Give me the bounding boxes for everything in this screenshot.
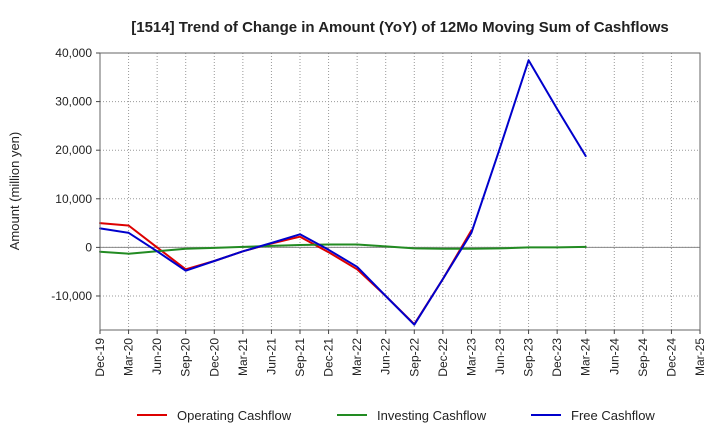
y-tick-label: 0	[85, 240, 92, 254]
y-tick-label: -10,000	[51, 289, 92, 303]
x-tick-label: Mar-25	[693, 338, 707, 376]
x-tick-label: Dec-19	[93, 338, 107, 377]
x-tick-label: Jun-22	[379, 338, 393, 375]
x-tick-label: Mar-24	[579, 338, 593, 376]
x-tick-label: Dec-21	[322, 338, 336, 377]
x-tick-label: Mar-21	[236, 338, 250, 376]
x-tick-label: Dec-20	[207, 338, 221, 377]
x-tick-label: Jun-23	[493, 338, 507, 375]
x-tick-label: Jun-24	[607, 338, 621, 375]
x-tick-label: Mar-22	[350, 338, 364, 376]
y-tick-label: 20,000	[55, 143, 92, 157]
chart-title: [1514] Trend of Change in Amount (YoY) o…	[131, 19, 669, 36]
x-tick-label: Mar-23	[464, 338, 478, 376]
plot-area	[100, 53, 700, 330]
x-tick-label: Sep-21	[293, 338, 307, 377]
x-tick-label: Sep-22	[407, 338, 421, 377]
series-layer	[99, 59, 587, 326]
x-tick-label: Sep-24	[636, 338, 650, 377]
x-tick-label: Jun-20	[150, 338, 164, 375]
x-tick-label: Sep-20	[179, 338, 193, 377]
x-tick-label: Mar-20	[122, 338, 136, 376]
y-tick-label: 10,000	[55, 192, 92, 206]
x-tick-label: Dec-24	[664, 338, 678, 377]
x-tick-label: Dec-22	[436, 338, 450, 377]
y-axis-label: Amount (million yen)	[7, 132, 22, 251]
plot-frame	[99, 52, 701, 331]
legend-label-investing-cashflow: Investing Cashflow	[377, 408, 487, 423]
y-tick-label: 30,000	[55, 95, 92, 109]
series-line-free-cashflow	[99, 59, 587, 326]
plot-border	[99, 52, 701, 331]
legend-label-free-cashflow: Free Cashflow	[571, 408, 655, 423]
x-tick-label: Jun-21	[264, 338, 278, 375]
x-tick-label: Sep-23	[522, 338, 536, 377]
x-tick-label: Dec-23	[550, 338, 564, 377]
legend: Operating Cashflow Investing Cashflow Free…	[137, 408, 655, 423]
y-axis-ticks: -10,000 0 10,000 20,000 30,000 40,000	[51, 46, 100, 303]
plot-background	[100, 53, 700, 330]
y-tick-label: 40,000	[55, 46, 92, 60]
legend-label-operating-cashflow: Operating Cashflow	[177, 408, 292, 423]
series-line-investing-cashflow	[99, 243, 587, 255]
x-axis-ticks: Dec-19 Mar-20 Jun-20 Sep-20 Dec-20 Mar-21 Jun-…	[93, 330, 707, 377]
